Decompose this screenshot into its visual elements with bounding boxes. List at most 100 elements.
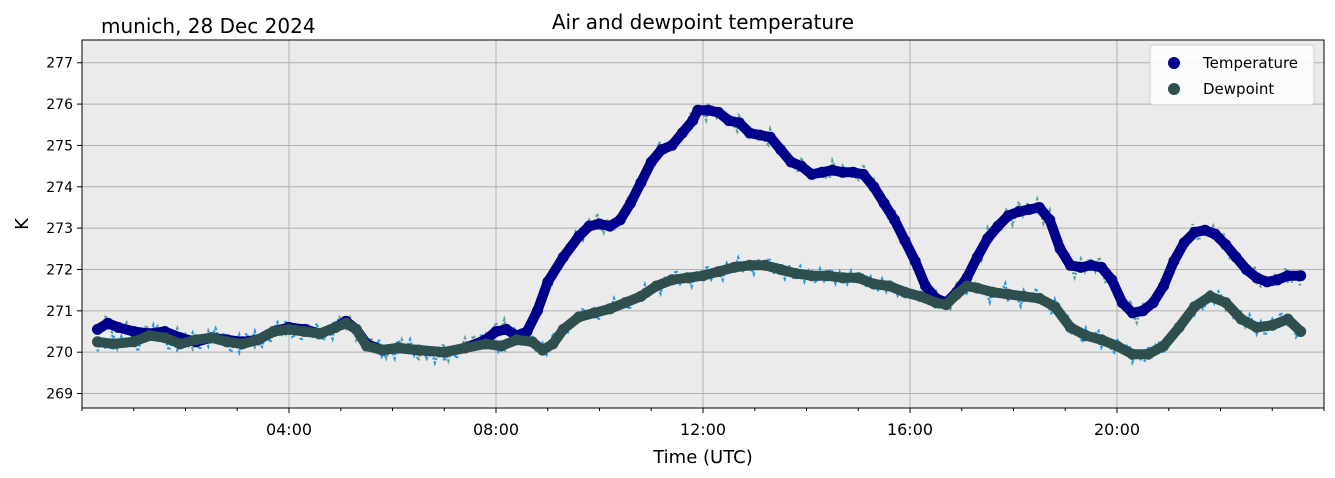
point-dewpoint [205, 332, 217, 344]
point-temperature [614, 214, 626, 226]
point-dewpoint [1111, 340, 1123, 352]
point-dewpoint [174, 338, 186, 350]
point-dewpoint [635, 290, 647, 302]
point-dewpoint [987, 286, 999, 298]
point-dewpoint [728, 261, 740, 273]
point-temperature [1054, 243, 1066, 255]
point-dewpoint [1064, 321, 1076, 333]
point-temperature [744, 127, 756, 139]
point-temperature [826, 164, 838, 176]
point-dewpoint [1127, 348, 1138, 360]
point-dewpoint [961, 280, 973, 292]
point-dewpoint [899, 286, 911, 298]
point-dewpoint [107, 338, 119, 350]
point-temperature [1137, 305, 1149, 317]
point-dewpoint [495, 340, 507, 352]
raw-trace-dewpoint [96, 254, 1302, 367]
x-axis-ticks: 04:00 08:00 12:00 16:00 20:00 [81, 408, 1325, 439]
point-temperature [1106, 274, 1118, 286]
point-temperature [713, 106, 724, 118]
legend-marker-temperature [1168, 57, 1180, 69]
legend: Temperature Dewpoint [1149, 44, 1315, 106]
point-temperature [806, 168, 818, 180]
point-dewpoint [1282, 313, 1294, 325]
point-temperature [1158, 280, 1170, 292]
point-dewpoint [252, 334, 264, 346]
point-dewpoint [1080, 330, 1092, 342]
point-temperature [868, 181, 880, 193]
point-dewpoint [588, 307, 600, 319]
point-temperature [1282, 270, 1294, 282]
point-temperature [1251, 272, 1263, 284]
legend-marker-dewpoint [1168, 83, 1180, 95]
x-tick-label: 16:00 [887, 420, 933, 439]
point-dewpoint [480, 338, 492, 350]
point-temperature [909, 255, 921, 267]
point-temperature [1044, 214, 1056, 226]
point-dewpoint [412, 344, 424, 356]
point-temperature [1075, 261, 1087, 273]
point-dewpoint [713, 266, 724, 278]
point-dewpoint [128, 336, 140, 348]
point-temperature [992, 220, 1004, 232]
x-tick-label: 08:00 [473, 420, 519, 439]
point-temperature [1168, 255, 1180, 267]
point-dewpoint [883, 280, 895, 292]
point-dewpoint [299, 326, 310, 337]
point-temperature [490, 326, 502, 337]
point-temperature [878, 197, 890, 209]
point-temperature [1033, 202, 1045, 213]
point-dewpoint [1204, 290, 1216, 302]
y-tick-label: 269 [46, 387, 73, 403]
point-dewpoint [1018, 290, 1030, 302]
point-dewpoint [143, 330, 155, 342]
legend-label-temperature: Temperature [1202, 54, 1298, 72]
point-temperature [961, 272, 973, 284]
point-dewpoint [971, 282, 983, 294]
point-dewpoint [914, 290, 926, 302]
x-tick-label: 20:00 [1094, 420, 1140, 439]
point-temperature [837, 166, 849, 178]
point-dewpoint [1096, 334, 1107, 346]
x-tick-label: 04:00 [266, 420, 312, 439]
point-temperature [785, 156, 797, 168]
point-temperature [1271, 274, 1283, 286]
chart-title: Air and dewpoint temperature [552, 10, 854, 34]
point-dewpoint [650, 280, 662, 292]
x-tick-label: 12:00 [680, 420, 726, 439]
point-temperature [583, 220, 595, 232]
point-dewpoint [1158, 340, 1170, 352]
point-dewpoint [1235, 313, 1247, 325]
point-temperature [1064, 259, 1076, 271]
y-axis-label: K [12, 217, 33, 230]
point-dewpoint [159, 332, 171, 344]
point-temperature [702, 104, 714, 116]
point-temperature [754, 129, 766, 141]
point-dewpoint [697, 270, 709, 282]
point-temperature [1178, 237, 1190, 249]
point-dewpoint [268, 326, 279, 337]
point-temperature [1096, 261, 1107, 273]
point-temperature [1116, 297, 1128, 309]
point-dewpoint [190, 334, 202, 346]
point-temperature [1220, 239, 1232, 251]
point-temperature [920, 280, 931, 292]
point-temperature [847, 166, 859, 178]
y-tick-label: 275 [46, 138, 73, 154]
point-temperature [1127, 307, 1138, 319]
y-tick-label: 270 [46, 345, 73, 361]
point-dewpoint [526, 336, 538, 348]
point-dewpoint [557, 323, 569, 335]
point-dewpoint [775, 264, 787, 275]
point-dewpoint [438, 346, 450, 358]
point-temperature [521, 326, 533, 337]
point-dewpoint [790, 268, 802, 280]
point-dewpoint [283, 323, 295, 335]
y-tick-label: 274 [46, 180, 73, 196]
point-temperature [899, 235, 911, 246]
point-temperature [692, 104, 704, 116]
point-temperature [889, 214, 900, 226]
point-dewpoint [951, 288, 963, 300]
point-temperature [1147, 297, 1159, 309]
